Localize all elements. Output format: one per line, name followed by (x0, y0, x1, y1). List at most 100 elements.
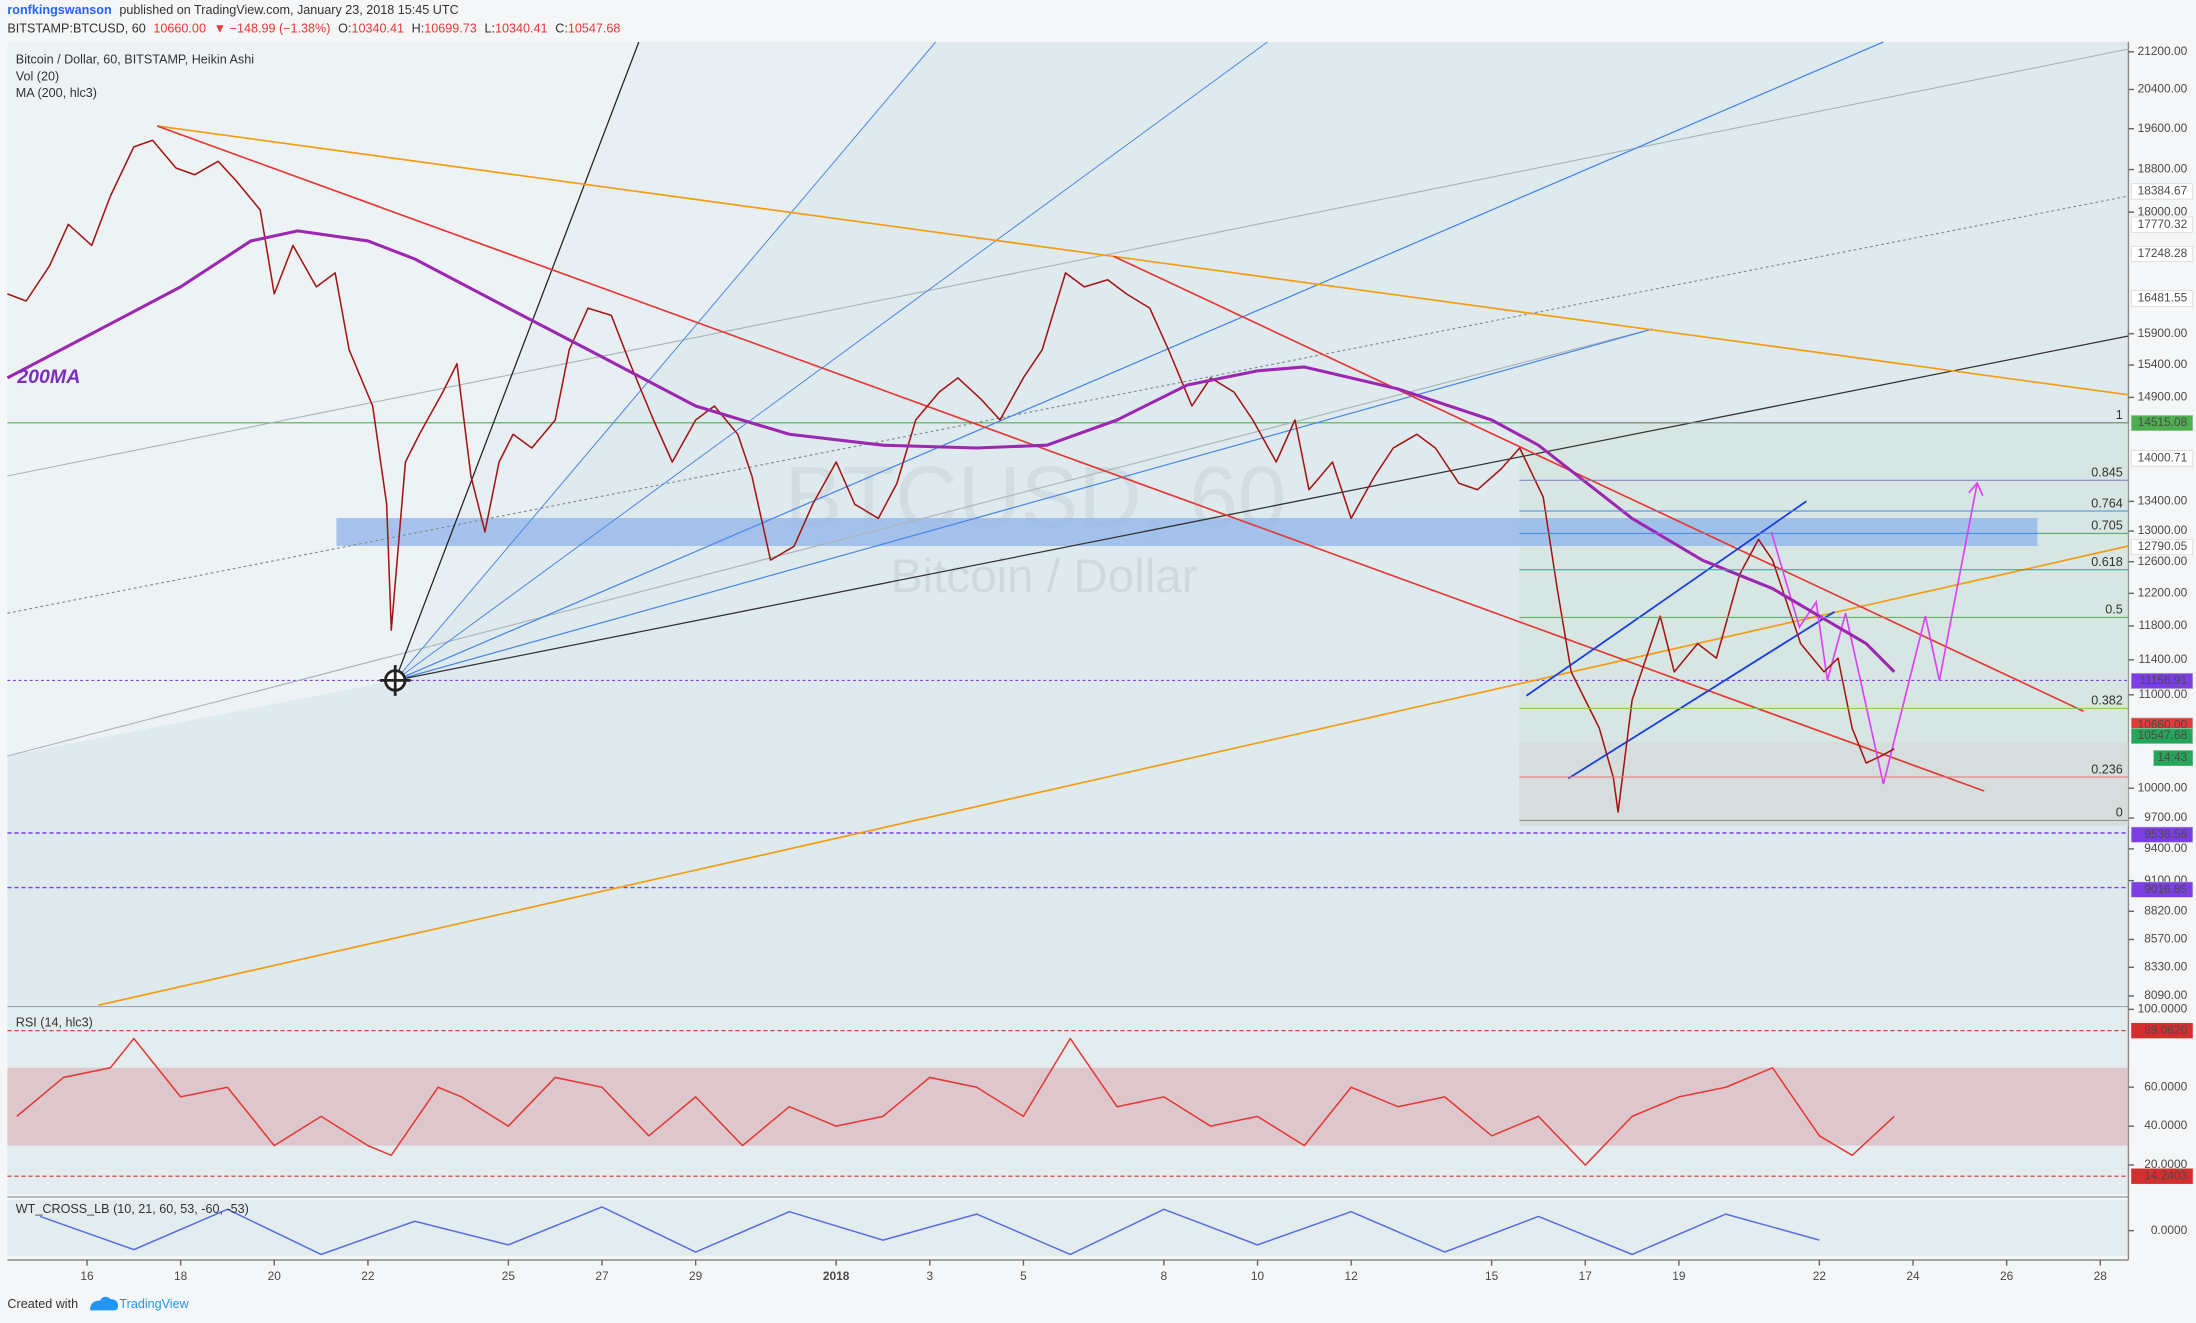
x-tick-label: 24 (1906, 1269, 1920, 1283)
arrow-head (1968, 481, 1984, 496)
y-tick-label: 20400.00 (2138, 82, 2188, 96)
watermark-name: Bitcoin / Dollar (891, 550, 1198, 603)
marks: 1 0.845 0.764 0.705 0.618 0.5 0.382 0.236 0 (6, 139, 2129, 1256)
fan-line (394, 41, 1884, 681)
level-box (2131, 1168, 2193, 1184)
x-tick-label: 27 (595, 1269, 609, 1283)
drawings (7, 41, 2129, 1007)
author: ronfkingswanson (7, 4, 111, 18)
price-label-box (2130, 415, 2194, 432)
price-label: 9536.56 (2144, 827, 2187, 841)
ohlc-value: 10340.41 (495, 22, 548, 36)
symbol: BITSTAMP:BTCUSD, 60 (7, 22, 145, 36)
wt-title: WT_CROSS_LB (10, 21, 60, 53, -60, -53) (16, 1202, 249, 1216)
fan-line (394, 41, 936, 681)
trend-line (157, 125, 2129, 396)
price-label: 17248.28 (2138, 246, 2188, 260)
trend-line (7, 48, 2129, 477)
y-tick-label: 8820.00 (2144, 903, 2187, 917)
trend-line (7, 195, 2129, 614)
fib-label: 0.5 (2105, 603, 2123, 617)
series-line (6, 229, 1896, 673)
price-label-box (2130, 826, 2194, 843)
series-line (16, 1037, 1895, 1166)
trend-line (7, 328, 1653, 757)
x-tick-label: 16 (80, 1269, 94, 1283)
price-label-box (2130, 245, 2194, 262)
rsi-band (7, 1067, 2129, 1146)
ohlc-key: O: (338, 22, 351, 36)
x-tick-label: 28 (2094, 1269, 2108, 1283)
ohlc-key: L: (485, 22, 496, 36)
fib-label: 0.764 (2091, 496, 2123, 510)
y-tick-label: 15900.00 (2138, 326, 2188, 340)
axes: 21200.00 20400.00 19600.00 18800.00 18000.00… (80, 44, 2194, 1283)
y-tick-label: 9700.00 (2144, 810, 2187, 824)
price-label: 11156.91 (2139, 673, 2187, 687)
fan-line (394, 41, 1268, 681)
y-tick-label: 8330.00 (2144, 959, 2187, 973)
fan-line (395, 335, 2129, 682)
x-tick-label: 22 (361, 1269, 375, 1283)
countdown: 14:43 (2157, 750, 2187, 764)
y-tick-label: 13400.00 (2138, 494, 2188, 508)
level-label: 89.0620 (2144, 1023, 2187, 1037)
fan-zone (7, 42, 639, 756)
channel-line (1567, 611, 1835, 780)
x-tick-label: 25 (502, 1269, 516, 1283)
price-label: 14515.08 (2138, 415, 2188, 429)
legend-indicator: Vol (20) (16, 69, 59, 83)
price-label-box (2130, 450, 2194, 467)
level-label: 14.2403 (2144, 1168, 2187, 1182)
y-tick-label: 14900.00 (2138, 390, 2188, 404)
y-tick-label: 20.0000 (2144, 1157, 2187, 1171)
x-tick-label: 22 (1813, 1269, 1827, 1283)
x-tick-label: 26 (2000, 1269, 2014, 1283)
footer-brand: TradingView (119, 1297, 189, 1311)
level-box (2131, 1022, 2193, 1039)
y-tick-label: 12200.00 (2138, 585, 2188, 599)
price-label-box (2130, 672, 2194, 689)
x-tick-label: 10 (1251, 1269, 1265, 1283)
fib-label: 1 (2116, 408, 2123, 422)
ohlc-key: H: (412, 22, 425, 36)
x-tick-label: 15 (1485, 1269, 1499, 1283)
y-tick-label: 18800.00 (2138, 162, 2188, 176)
fib-label: 0.618 (2091, 555, 2123, 569)
x-tick-label: 3 (926, 1269, 933, 1283)
fib-label: 0.705 (2091, 519, 2123, 533)
y-tick-label: 9400.00 (2144, 841, 2187, 855)
trend-line (1113, 255, 2084, 712)
price-label: 18384.67 (2138, 184, 2188, 198)
projection-path (1770, 482, 1979, 785)
y-tick-label: 12600.00 (2138, 554, 2188, 568)
x-tick-label: 18 (174, 1269, 188, 1283)
price-label-box (2130, 290, 2194, 307)
wt-pane (7, 1199, 2129, 1256)
price-label-box (2130, 881, 2194, 898)
ohlc-value: 10699.73 (424, 22, 477, 36)
y-tick-label: 100.0000 (2138, 1002, 2188, 1016)
y-tick-label: 0.0000 (2151, 1223, 2188, 1237)
y-tick-label: 11400.00 (2138, 652, 2187, 666)
x-tick-label: 8 (1161, 1269, 1168, 1283)
x-tick-label: 29 (689, 1269, 703, 1283)
price-label-box (2130, 539, 2194, 556)
y-tick-label: 60.0000 (2144, 1079, 2187, 1093)
support-zone (336, 518, 2038, 546)
x-tick-label: 2018 (823, 1269, 850, 1283)
fan-line (394, 41, 640, 681)
price-label: 14000.71 (2138, 451, 2188, 465)
price-label-box (2130, 727, 2194, 744)
fib-zone (1519, 742, 2129, 826)
rsi-title: RSI (14, hlc3) (16, 1016, 93, 1030)
y-tick-label: 8090.00 (2144, 988, 2187, 1002)
fib-label: 0.382 (2091, 694, 2123, 708)
legend-title: Bitcoin / Dollar, 60, BITSTAMP, Heikin A… (16, 53, 254, 67)
ohlc-value: 10547.68 (568, 22, 621, 36)
fib-label: 0 (2116, 806, 2123, 820)
symbol-line: BITSTAMP:BTCUSD, 60 10660.00 ▼ −148.99 (… (7, 22, 620, 36)
y-tick-label: 8570.00 (2144, 932, 2187, 946)
footer-created: Created with (7, 1297, 78, 1311)
y-tick-label: 15400.00 (2138, 357, 2188, 371)
